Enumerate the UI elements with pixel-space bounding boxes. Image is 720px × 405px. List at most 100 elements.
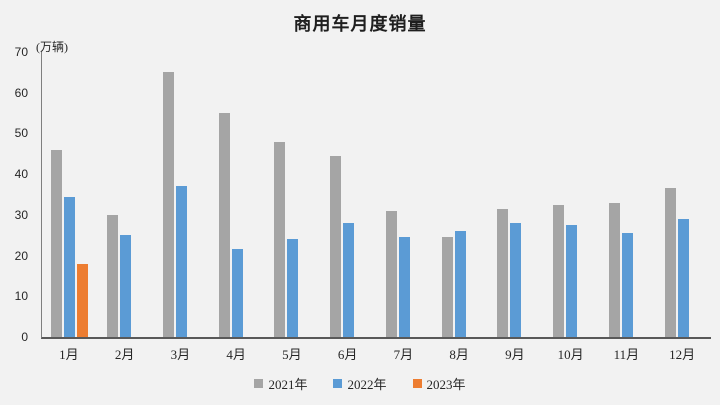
x-axis: 1月 2月 3月 4月 5月 6月 7月 8月 9月 10月 11月 12月	[41, 344, 710, 363]
category-group-m5	[265, 52, 321, 337]
bar-2022-m5	[287, 239, 299, 337]
bar-2022-m10	[566, 225, 578, 337]
bar-2021-m10	[553, 204, 565, 337]
bar-slot-2022-m2	[120, 52, 132, 337]
bar-slot-2023-m4	[245, 52, 256, 337]
x-tick-label-m5: 5月	[282, 347, 302, 362]
bar-2021-m12	[664, 188, 676, 337]
bar-slot-2021-m10	[553, 52, 565, 337]
bar-slot-2021-m8	[441, 52, 453, 337]
bar-slot-2022-m9	[510, 52, 522, 337]
bar-2021-m1	[51, 149, 63, 337]
bar-slot-2023-m11	[635, 52, 646, 337]
bar-slot-2023-m12	[691, 52, 702, 337]
category-group-m4	[209, 52, 265, 337]
plot-area	[41, 52, 711, 339]
legend-marker-icon	[254, 379, 264, 388]
bar-slot-2022-m6	[343, 52, 355, 337]
bar-slot-2022-m5	[287, 52, 299, 337]
legend-item-2023: 2023年	[412, 374, 466, 393]
category-group-m10	[544, 52, 600, 337]
bar-slot-2022-m3	[175, 52, 187, 337]
y-tick-label-20: 20	[14, 248, 28, 263]
bar-slot-2023-m1	[77, 52, 89, 337]
x-tick-label-m4: 4月	[226, 347, 246, 362]
bar-slot-2021-m12	[664, 52, 676, 337]
bar-2021-m8	[441, 237, 453, 337]
x-tick-label-m1: 1月	[59, 347, 79, 362]
legend-item-2022: 2022年	[333, 374, 387, 393]
bar-2021-m3	[162, 72, 174, 337]
legend-label-2021: 2021年	[268, 377, 308, 392]
bar-slot-2021-m4	[218, 52, 230, 337]
bar-2022-m7	[398, 237, 410, 337]
bar-slot-2023-m3	[189, 52, 200, 337]
bar-slot-2023-m9	[523, 52, 534, 337]
bar-slot-2023-m8	[468, 52, 479, 337]
bar-slot-2021-m3	[162, 52, 174, 337]
bar-2021-m5	[274, 141, 286, 337]
bar-slot-2021-m11	[608, 52, 620, 337]
category-group-m9	[488, 52, 544, 337]
bar-slot-2021-m5	[274, 52, 286, 337]
bar-slot-2021-m9	[497, 52, 509, 337]
bar-2022-m12	[677, 218, 689, 337]
bar-2021-m2	[107, 214, 119, 337]
x-tick-label-m11: 11月	[613, 347, 640, 362]
y-axis-unit-label: (万辆)	[36, 40, 68, 54]
category-group-m6	[321, 52, 377, 337]
bar-slot-2022-m8	[454, 52, 466, 337]
y-tick-label-60: 60	[14, 85, 28, 100]
category-group-m12	[655, 52, 711, 337]
y-tick-label-10: 10	[14, 289, 28, 304]
bar-2022-m9	[510, 223, 522, 337]
legend-label-2022: 2022年	[347, 377, 387, 392]
bar-2021-m7	[385, 210, 397, 337]
category-group-m7	[377, 52, 433, 337]
y-tick-label-30: 30	[14, 207, 28, 222]
bar-slot-2022-m7	[398, 52, 410, 337]
bar-2021-m4	[218, 113, 230, 337]
bar-2022-m2	[120, 235, 132, 337]
y-tick-label-40: 40	[14, 167, 28, 182]
y-axis: 0 10 20 30 40 50 60 70	[0, 46, 35, 343]
y-tick-label-50: 50	[14, 126, 28, 141]
bar-2022-m3	[175, 186, 187, 337]
bar-2022-m1	[64, 196, 76, 337]
category-group-m1	[42, 52, 98, 337]
y-tick-label-70: 70	[14, 45, 28, 59]
bar-slot-2023-m7	[412, 52, 423, 337]
legend: 2021年 2022年 2023年	[0, 374, 720, 393]
bar-slot-2023-m6	[356, 52, 367, 337]
category-group-m11	[600, 52, 656, 337]
x-tick-label-m6: 6月	[337, 347, 358, 362]
legend-marker-icon	[412, 379, 422, 388]
x-tick-label-m12: 12月	[669, 347, 696, 362]
bar-slot-2023-m10	[579, 52, 590, 337]
legend-marker-icon	[333, 379, 343, 388]
chart-title: 商用车月度销量	[293, 14, 427, 34]
x-tick-label-m10: 10月	[557, 347, 584, 362]
bar-2022-m6	[343, 223, 355, 337]
bar-slot-2021-m6	[330, 52, 342, 337]
bar-2023-m1	[77, 263, 89, 337]
legend-item-2021: 2021年	[254, 374, 307, 393]
bar-slot-2021-m2	[107, 52, 119, 337]
bar-slot-2023-m5	[300, 52, 311, 337]
x-tick-label-m2: 2月	[114, 347, 135, 362]
bar-2021-m9	[497, 208, 509, 337]
bar-slot-2022-m12	[677, 52, 689, 337]
bar-slot-2022-m10	[566, 52, 578, 337]
bar-slot-2022-m1	[64, 52, 76, 337]
x-tick-label-m3: 3月	[170, 347, 191, 362]
x-tick-label-m8: 8月	[449, 347, 469, 362]
bar-slot-2021-m7	[385, 52, 397, 337]
bar-2022-m8	[454, 231, 466, 337]
bar-2021-m6	[330, 155, 342, 337]
category-group-m3	[154, 52, 210, 337]
bar-slot-2021-m1	[51, 52, 63, 337]
bar-2021-m11	[608, 202, 620, 337]
bar-slot-2022-m4	[231, 52, 243, 337]
bar-2022-m4	[231, 249, 243, 337]
